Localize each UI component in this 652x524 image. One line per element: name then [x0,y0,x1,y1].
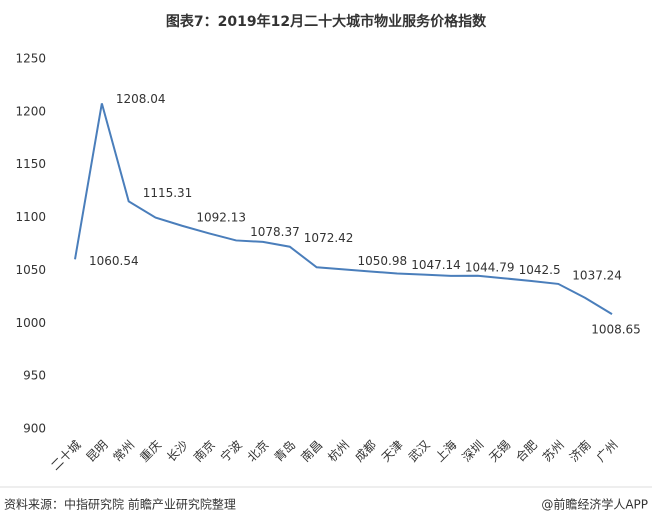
x-tick-label: 成都 [352,438,379,465]
data-label: 1060.54 [89,254,139,268]
x-tick-label: 苏州 [540,438,567,465]
y-tick-label: 1000 [15,316,46,330]
y-tick-label: 950 [23,369,46,383]
y-tick-label: 1250 [15,52,46,66]
x-tick-label: 青岛 [271,437,299,465]
x-tick-label: 武汉 [406,438,433,465]
y-tick-label: 1200 [15,104,46,118]
x-tick-label: 广州 [594,438,621,465]
data-label: 1115.31 [143,186,193,200]
x-tick-label: 无锡 [486,437,514,465]
x-tick-label: 常州 [110,438,137,465]
data-label: 1078.37 [250,225,300,239]
data-label: 1072.42 [304,231,354,245]
data-label: 1037.24 [572,268,622,282]
x-tick-label: 天津 [379,438,406,465]
data-label: 1092.13 [196,210,246,224]
y-tick-label: 1050 [15,263,46,277]
data-label: 1042.5 [519,263,561,277]
x-tick-label: 合肥 [512,437,540,465]
x-tick-label: 济南 [566,437,594,465]
data-label: 1208.04 [116,92,166,106]
data-label: 1008.65 [591,323,641,337]
x-tick-label: 杭州 [325,437,353,465]
y-tick-label: 1150 [15,157,46,171]
data-label: 1050.98 [358,254,408,268]
data-label: 1044.79 [465,260,515,274]
y-tick-label: 900 [23,422,46,436]
chart-title: 图表7：2019年12月二十大城市物业服务价格指数 [166,13,487,30]
credit: @前瞻经济学人APP [541,497,648,512]
x-tick-label: 长沙 [164,438,191,465]
source-note: 资料来源：中指研究院 前瞻产业研究院整理 [4,497,236,512]
line-series [74,103,613,315]
x-tick-label: 深圳 [459,438,486,465]
x-tick-label: 上海 [432,437,460,465]
x-tick-label: 南昌 [298,437,326,465]
x-tick-label: 南京 [190,437,218,465]
x-tick-label: 二十城 [48,438,83,473]
data-label: 1047.14 [411,258,461,272]
y-tick-label: 1100 [15,210,46,224]
x-tick-label: 北京 [245,438,272,465]
x-tick-label: 昆明 [84,438,111,465]
x-tick-label: 重庆 [137,438,164,465]
x-tick-label: 宁波 [217,437,245,465]
